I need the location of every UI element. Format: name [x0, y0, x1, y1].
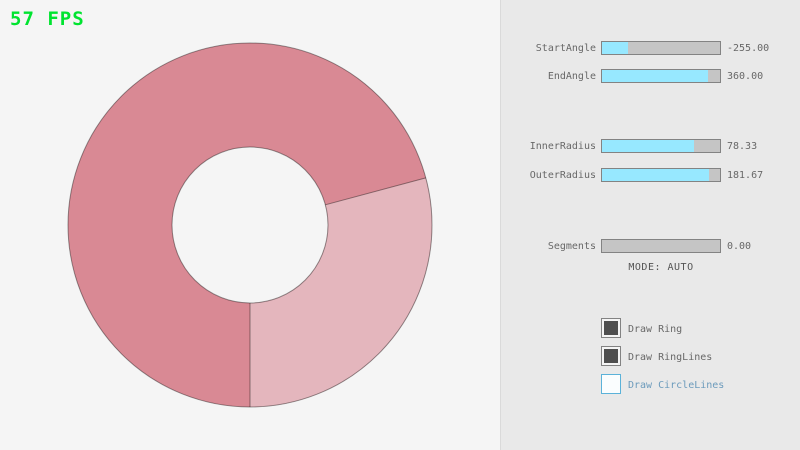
draw-ringlines-label: Draw RingLines — [628, 352, 713, 363]
segments-slider[interactable] — [601, 239, 721, 253]
outer-radius-label: OuterRadius — [529, 170, 596, 181]
segments-value: 0.00 — [727, 241, 752, 252]
draw-ring-checkbox[interactable] — [601, 318, 621, 338]
draw-circlelines-label: Draw CircleLines — [628, 380, 725, 391]
end-angle-slider[interactable] — [601, 69, 721, 83]
outer-radius-slider[interactable] — [601, 168, 721, 182]
draw-ring-label: Draw Ring — [628, 324, 683, 335]
ring-cap-line-start — [325, 177, 426, 206]
segments-mode-label: MODE: AUTO — [628, 262, 694, 273]
slider-row-outer-radius: OuterRadius 181.67 — [501, 168, 800, 182]
outer-radius-value: 181.67 — [727, 170, 764, 181]
start-angle-label: StartAngle — [535, 43, 596, 54]
slider-row-start-angle: StartAngle -255.00 — [501, 41, 800, 55]
ring-drawing — [67, 42, 433, 408]
inner-radius-slider[interactable] — [601, 139, 721, 153]
slider-row-end-angle: EndAngle 360.00 — [501, 69, 800, 83]
draw-ringlines-checkbox[interactable] — [601, 346, 621, 366]
ring-outer-line — [67, 42, 433, 408]
end-angle-label: EndAngle — [547, 71, 596, 82]
start-angle-value: -255.00 — [727, 43, 770, 54]
draw-ring-checkbox-row: Draw Ring — [601, 318, 800, 338]
ring-inner-line — [171, 146, 329, 304]
start-angle-slider-fill — [602, 42, 628, 54]
draw-circlelines-checkbox[interactable] — [601, 374, 621, 394]
end-angle-slider-fill — [602, 70, 709, 82]
outer-radius-slider-fill — [602, 169, 710, 181]
inner-radius-slider-fill — [602, 140, 695, 152]
ring-single-wedge — [250, 177, 433, 408]
inner-radius-label: InnerRadius — [529, 141, 596, 152]
slider-row-inner-radius: InnerRadius 78.33 — [501, 139, 800, 153]
end-angle-value: 360.00 — [727, 71, 764, 82]
inner-radius-value: 78.33 — [727, 141, 758, 152]
fps-counter: 57 FPS — [10, 8, 85, 30]
control-panel: StartAngle -255.00 EndAngle 360.00 Inner… — [500, 0, 800, 450]
segments-label: Segments — [547, 241, 596, 252]
slider-row-segments: Segments 0.00 — [501, 239, 800, 253]
start-angle-slider[interactable] — [601, 41, 721, 55]
draw-ringlines-checkbox-row: Draw RingLines — [601, 346, 800, 366]
draw-circlelines-checkbox-row: Draw CircleLines — [601, 374, 800, 394]
